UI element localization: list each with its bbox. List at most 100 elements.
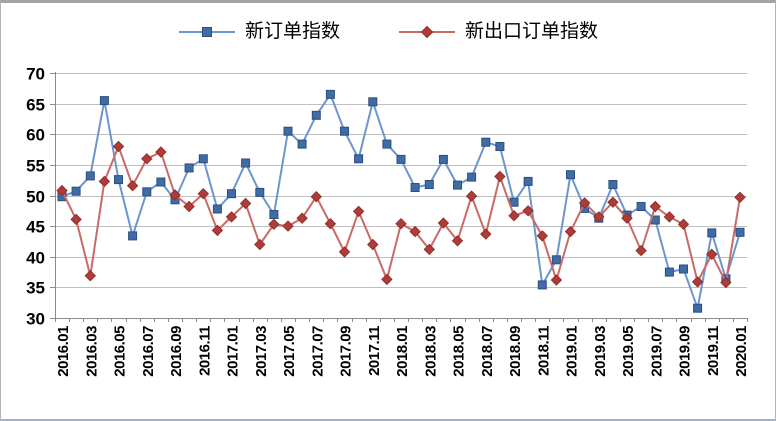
x-tick-label: 2017.03	[253, 326, 270, 377]
data-point-diamond	[183, 200, 195, 213]
data-point-diamond	[720, 276, 732, 289]
x-tick-label: 2018.05	[451, 326, 468, 377]
data-point-diamond	[310, 190, 323, 203]
data-point-diamond	[465, 190, 478, 202]
new-orders-line	[61, 93, 741, 310]
x-tick-label: 2018.11	[535, 326, 552, 376]
data-point-diamond	[663, 211, 676, 223]
data-point-square	[227, 189, 236, 199]
x-tick-label: 2019.07	[648, 326, 665, 377]
data-point-square	[396, 154, 406, 164]
data-point-diamond	[522, 205, 534, 217]
data-point-square	[198, 154, 208, 164]
legend-label-new-export-orders: 新出口订单指数	[465, 21, 599, 42]
data-point-square	[566, 170, 575, 180]
data-point-diamond	[734, 191, 746, 204]
data-point-diamond	[649, 200, 662, 213]
x-tick-label: 2019.03	[592, 326, 609, 377]
x-tick-label: 2017.01	[225, 326, 242, 377]
x-tick-label: 2016.03	[83, 326, 100, 377]
data-point-square	[128, 231, 138, 241]
x-tick-label: 2017.05	[281, 326, 298, 377]
data-point-square	[184, 163, 194, 173]
data-point-diamond	[98, 175, 111, 188]
x-tick-label: 2016.09	[168, 326, 185, 377]
data-point-diamond	[70, 213, 82, 226]
data-point-square	[481, 137, 491, 147]
data-point-square	[438, 154, 448, 164]
data-point-diamond	[126, 179, 139, 192]
data-point-square	[241, 158, 251, 168]
data-point-square	[551, 255, 561, 265]
data-point-diamond	[677, 218, 690, 231]
y-tick-label: 65	[26, 96, 45, 115]
data-point-diamond	[239, 197, 252, 210]
data-point-diamond	[564, 225, 577, 238]
data-point-diamond	[338, 246, 351, 258]
data-point-square	[495, 142, 505, 151]
y-tick-label: 55	[26, 157, 45, 176]
data-point-diamond	[352, 205, 365, 218]
legend-label-new-orders: 新订单指数	[244, 21, 340, 42]
data-point-diamond	[282, 220, 294, 232]
x-tick-label: 2019.11	[705, 326, 722, 376]
data-point-square	[71, 186, 81, 196]
data-point-square	[311, 110, 321, 120]
chart-legend: 新订单指数 新出口订单指数	[0, 20, 776, 44]
data-point-square	[735, 227, 745, 237]
data-point-diamond	[494, 170, 506, 183]
data-point-diamond	[324, 217, 337, 230]
data-point-diamond	[621, 212, 633, 224]
data-point-square	[707, 228, 717, 238]
y-tick-label: 50	[26, 188, 45, 207]
x-tick-label: 2016.01	[55, 326, 72, 377]
data-point-square	[693, 303, 703, 313]
y-tick-label: 35	[26, 279, 45, 298]
data-point-square	[269, 210, 279, 219]
data-point-square	[424, 180, 434, 189]
data-point-diamond	[56, 184, 68, 197]
x-tick-label: 2019.09	[677, 326, 694, 377]
data-point-diamond	[423, 243, 436, 256]
data-point-diamond	[155, 146, 167, 158]
data-point-square	[354, 154, 364, 164]
x-tick-label: 2018.09	[507, 326, 524, 377]
data-point-diamond	[169, 189, 181, 201]
data-point-diamond	[578, 197, 591, 209]
data-point-diamond	[254, 238, 266, 251]
data-point-diamond	[84, 269, 97, 282]
y-tick-label: 70	[26, 65, 45, 84]
data-point-square	[212, 204, 222, 214]
data-point-diamond	[635, 244, 647, 257]
data-point-square	[99, 96, 109, 106]
data-point-square	[608, 180, 618, 189]
data-point-diamond	[367, 238, 379, 251]
new-export-orders-line-diamond-icon	[399, 25, 455, 39]
data-point-diamond	[211, 224, 224, 237]
x-tick-label: 2020.01	[733, 326, 750, 377]
data-point-diamond	[225, 211, 238, 223]
data-point-square	[114, 175, 123, 185]
data-point-diamond	[691, 276, 704, 288]
data-point-square	[85, 171, 95, 181]
data-point-square	[523, 176, 533, 186]
data-point-square	[410, 183, 420, 192]
new-export-orders-line	[61, 145, 741, 284]
y-tick-label: 45	[26, 218, 45, 237]
data-point-diamond	[480, 228, 492, 240]
data-point-square	[679, 264, 688, 274]
data-point-square	[467, 172, 477, 182]
data-point-diamond	[268, 218, 280, 231]
data-point-square	[453, 180, 462, 190]
data-point-diamond	[508, 209, 520, 222]
x-tick-label: 2017.09	[338, 326, 355, 377]
x-tick-label: 2018.07	[479, 326, 496, 377]
data-point-diamond	[395, 217, 407, 230]
data-point-square	[142, 187, 152, 197]
data-point-diamond	[593, 211, 605, 223]
x-tick-label: 2019.01	[564, 326, 581, 377]
data-point-square	[297, 139, 307, 149]
y-tick-label: 60	[26, 126, 45, 145]
y-tick-label: 30	[26, 310, 45, 329]
